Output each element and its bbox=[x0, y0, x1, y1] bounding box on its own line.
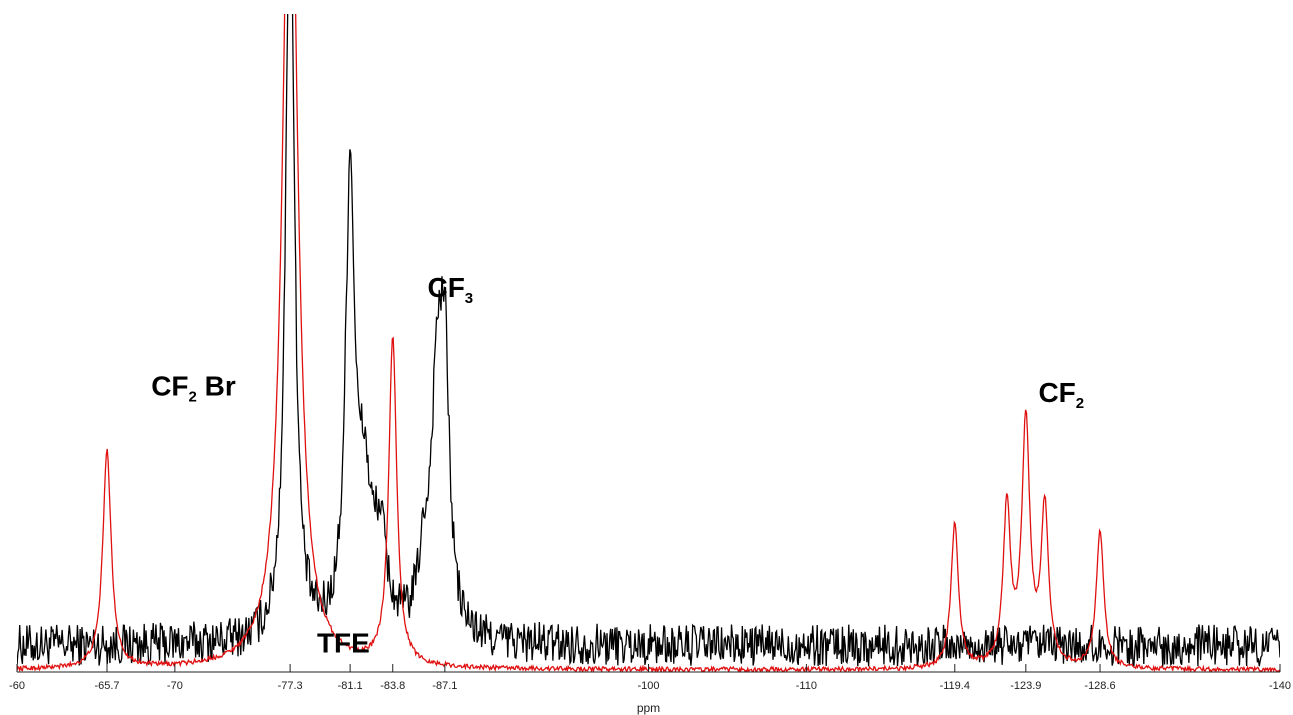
spectrum-series-1 bbox=[17, 14, 1280, 667]
peak-annotation-suffix: Br bbox=[197, 371, 236, 402]
x-tick-label: -70 bbox=[167, 680, 183, 692]
x-tick-label: -81.1 bbox=[338, 680, 363, 692]
peak-annotation-subscript: 2 bbox=[189, 389, 197, 406]
x-tick-label: -123.9 bbox=[1010, 680, 1041, 692]
x-tick-label: -65.7 bbox=[94, 680, 119, 692]
peak-annotation-subscript: 3 bbox=[465, 290, 473, 307]
peak-annotation-subscript: 2 bbox=[1076, 395, 1084, 412]
x-axis-title: ppm bbox=[637, 701, 660, 715]
x-axis: -60 -65.7 -70 -77.3 -81.1 -83.8 -87.1 -100 -110 -… bbox=[9, 664, 1291, 692]
x-tick-label: -83.8 bbox=[380, 680, 405, 692]
x-tick-label: -119.4 bbox=[940, 680, 970, 692]
peak-annotation: TFE bbox=[317, 627, 370, 658]
x-tick-label: -110 bbox=[796, 680, 817, 692]
x-tick-label: -87.1 bbox=[432, 680, 457, 692]
peak-annotation-text: TFE bbox=[317, 627, 370, 658]
peak-annotation: CF2 Br bbox=[151, 371, 236, 406]
x-tick-label: -140 bbox=[1269, 680, 1291, 692]
peak-annotation: CF2 bbox=[1038, 377, 1084, 412]
x-tick-label: -77.3 bbox=[278, 680, 303, 692]
peak-annotation: CF3 bbox=[427, 272, 473, 307]
spectrum-series-layer bbox=[17, 14, 1280, 672]
peak-annotation-text: CF bbox=[1038, 377, 1075, 408]
spectrum-series-2 bbox=[17, 14, 1280, 672]
x-tick-label: -100 bbox=[637, 680, 659, 692]
peak-annotation-text: CF bbox=[151, 371, 188, 402]
x-tick-label: -128.6 bbox=[1084, 680, 1115, 692]
x-tick-label: -60 bbox=[9, 680, 25, 692]
peak-annotation-text: CF bbox=[427, 272, 464, 303]
